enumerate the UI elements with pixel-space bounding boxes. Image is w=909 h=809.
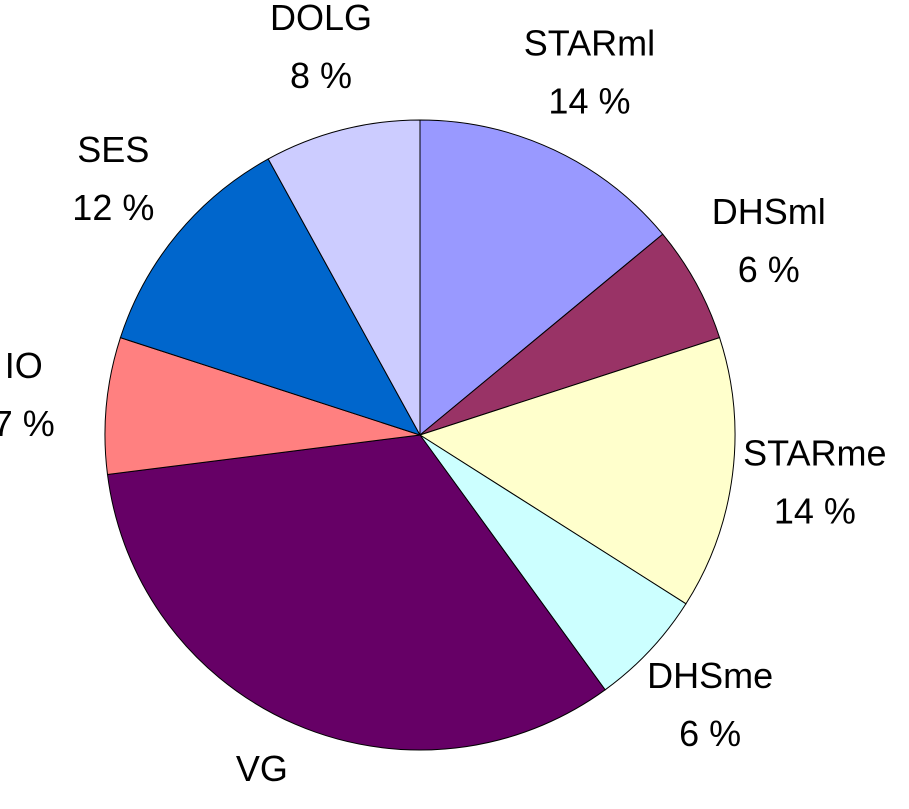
slice-name: SES [77,129,149,170]
pie-slice [119,158,422,436]
slice-label: 14 % [548,80,630,121]
slice-label: 33 % [221,806,303,809]
pie-slice [418,337,736,605]
pie-slice [419,233,721,436]
pie-slice [267,119,421,436]
slice-label: 12 % [72,187,154,228]
pie-slice [106,434,606,751]
slice-name: VG [236,748,288,789]
slice-name: DOLG [270,0,372,38]
slice-label: 7 % [0,403,55,444]
pie-slice [419,119,664,437]
slice-label: 14 % [774,490,856,531]
slice-name: IO [5,345,43,386]
pie-slice [419,434,687,691]
pie-slice [104,337,421,476]
slice-label: 6 % [679,713,741,754]
slice-name: DHSme [647,655,773,696]
slice-label: 8 % [290,55,352,96]
slice-label: 6 % [738,249,800,290]
slice-name: STARme [743,432,886,473]
slice-name: DHSml [712,191,826,232]
slice-name: STARml [524,22,655,63]
